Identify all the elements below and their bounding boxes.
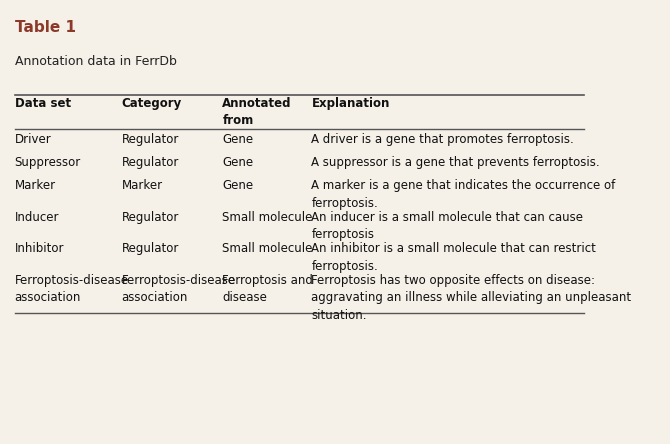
Text: Regulator: Regulator — [121, 242, 179, 255]
Text: Marker: Marker — [121, 179, 163, 192]
Text: Regulator: Regulator — [121, 134, 179, 147]
Text: Annotated
from: Annotated from — [222, 98, 292, 127]
Text: Table 1: Table 1 — [15, 20, 76, 36]
Text: Explanation: Explanation — [312, 98, 390, 111]
Text: A marker is a gene that indicates the occurrence of
ferroptosis.: A marker is a gene that indicates the oc… — [312, 179, 616, 210]
Text: Gene: Gene — [222, 179, 253, 192]
Text: Small molecule: Small molecule — [222, 210, 313, 224]
Text: Small molecule: Small molecule — [222, 242, 313, 255]
Text: Category: Category — [121, 98, 182, 111]
Text: Ferroptosis has two opposite effects on disease:
aggravating an illness while al: Ferroptosis has two opposite effects on … — [312, 274, 632, 322]
Text: Regulator: Regulator — [121, 210, 179, 224]
Text: Ferroptosis and
disease: Ferroptosis and disease — [222, 274, 314, 304]
Text: Driver: Driver — [15, 134, 52, 147]
Text: Marker: Marker — [15, 179, 56, 192]
Text: Ferroptosis-disease
association: Ferroptosis-disease association — [15, 274, 129, 304]
Text: Data set: Data set — [15, 98, 71, 111]
Text: Inducer: Inducer — [15, 210, 59, 224]
Text: A suppressor is a gene that prevents ferroptosis.: A suppressor is a gene that prevents fer… — [312, 156, 600, 169]
Text: Gene: Gene — [222, 156, 253, 169]
Text: An inducer is a small molecule that can cause
ferroptosis: An inducer is a small molecule that can … — [312, 210, 584, 241]
Text: Regulator: Regulator — [121, 156, 179, 169]
Text: A driver is a gene that promotes ferroptosis.: A driver is a gene that promotes ferropt… — [312, 134, 574, 147]
Text: Suppressor: Suppressor — [15, 156, 81, 169]
Text: Ferroptosis-disease
association: Ferroptosis-disease association — [121, 274, 236, 304]
Text: An inhibitor is a small molecule that can restrict
ferroptosis.: An inhibitor is a small molecule that ca… — [312, 242, 596, 273]
Text: Annotation data in FerrDb: Annotation data in FerrDb — [15, 56, 176, 68]
Text: Inhibitor: Inhibitor — [15, 242, 64, 255]
Text: Gene: Gene — [222, 134, 253, 147]
